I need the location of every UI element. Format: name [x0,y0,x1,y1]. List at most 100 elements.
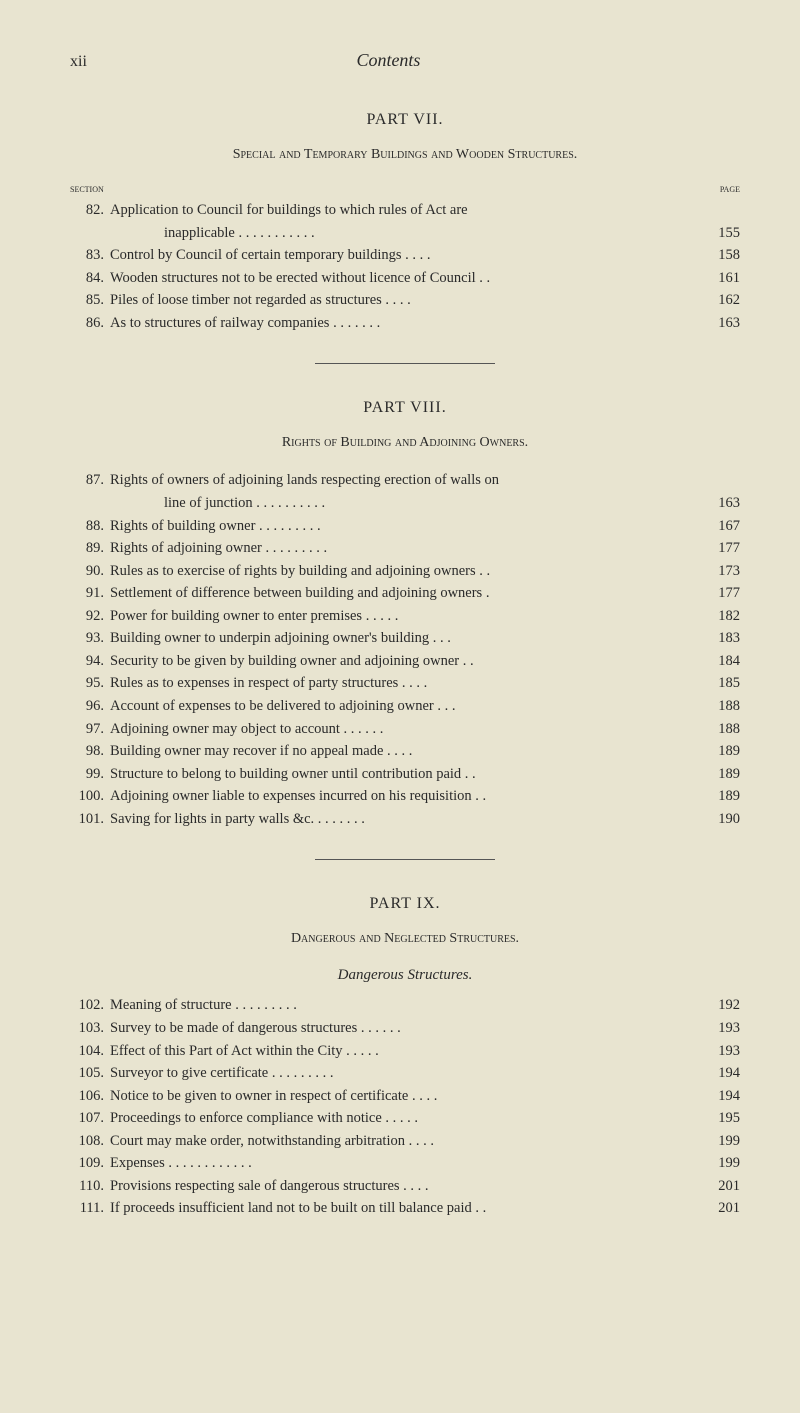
entry-text: Building owner may recover if no appeal … [104,742,702,762]
entry-page: 192 [702,996,740,1016]
entry-text: If proceeds insufficient land not to be … [104,1199,702,1219]
entry-number: 82. [70,201,104,221]
entry-text: Rights of building owner . . . . . . . .… [104,517,702,537]
entry-page: 161 [702,269,740,289]
entry-number: 90. [70,562,104,582]
section-divider [315,859,495,860]
entry-number: 108. [70,1132,104,1152]
entry-number: 104. [70,1042,104,1062]
entry-text: Application to Council for buildings to … [104,201,702,221]
running-title: Contents [87,50,740,71]
entry-number: 88. [70,517,104,537]
toc-entry: 92.Power for building owner to enter pre… [70,607,740,627]
toc-entry: 99.Structure to belong to building owner… [70,765,740,785]
toc-entry: 88.Rights of building owner . . . . . . … [70,517,740,537]
part-subtitle: Special and Temporary Buildings and Wood… [70,147,740,163]
entry-text: As to structures of railway companies . … [104,314,702,334]
column-labels: sectionpage [70,183,740,195]
entry-text: Account of expenses to be delivered to a… [104,697,702,717]
entry-page: 194 [702,1087,740,1107]
toc-entry: 110.Provisions respecting sale of danger… [70,1177,740,1197]
entry-text: Control by Council of certain temporary … [104,246,702,266]
toc-entry: 98.Building owner may recover if no appe… [70,742,740,762]
page-header: xii Contents [70,50,740,71]
entry-text: Security to be given by building owner a… [104,652,702,672]
part-subtitle: Rights of Building and Adjoining Owners. [70,435,740,451]
entry-text: Effect of this Part of Act within the Ci… [104,1042,702,1062]
entry-continuation-text: inapplicable . . . . . . . . . . . [104,224,702,244]
entry-number: 83. [70,246,104,266]
entry-text: Expenses . . . . . . . . . . . . [104,1154,702,1174]
toc-entry: 106.Notice to be given to owner in respe… [70,1087,740,1107]
entry-text: Wooden structures not to be erected with… [104,269,702,289]
entry-number: 99. [70,765,104,785]
entry-text: Surveyor to give certificate . . . . . .… [104,1064,702,1084]
entry-number: 103. [70,1019,104,1039]
entry-continuation-text: line of junction . . . . . . . . . . [104,494,702,514]
entry-page: 189 [702,787,740,807]
parts-container: PART VII. Special and Temporary Buildings… [70,111,740,1219]
toc-entry-continuation: inapplicable . . . . . . . . . . .155 [70,224,740,244]
entry-page: 163 [702,494,740,514]
toc-entry: 86.As to structures of railway companies… [70,314,740,334]
entry-number: 109. [70,1154,104,1174]
entry-number: 95. [70,674,104,694]
entry-number: 96. [70,697,104,717]
toc-entry: 82.Application to Council for buildings … [70,201,740,221]
part-heading: PART VII. [70,111,740,129]
entry-text: Notice to be given to owner in respect o… [104,1087,702,1107]
entry-page: 194 [702,1064,740,1084]
entry-number: 94. [70,652,104,672]
page-number: xii [70,53,87,71]
entry-number: 92. [70,607,104,627]
toc-entry: 91.Settlement of difference between buil… [70,584,740,604]
toc-entry: 103.Survey to be made of dangerous struc… [70,1019,740,1039]
entry-page: 193 [702,1042,740,1062]
entry-number: 85. [70,291,104,311]
toc-entry: 101.Saving for lights in party walls &c.… [70,810,740,830]
part-heading: PART IX. [70,895,740,913]
entry-text: Building owner to underpin adjoining own… [104,629,702,649]
entry-text: Meaning of structure . . . . . . . . . [104,996,702,1016]
entry-number: 106. [70,1087,104,1107]
entry-page: 163 [702,314,740,334]
entry-page: 199 [702,1132,740,1152]
toc-entry: 95.Rules as to expenses in respect of pa… [70,674,740,694]
entry-page: 185 [702,674,740,694]
toc-entry: 85.Piles of loose timber not regarded as… [70,291,740,311]
entry-number: 98. [70,742,104,762]
entry-number: 105. [70,1064,104,1084]
entry-number: 89. [70,539,104,559]
entry-text: Adjoining owner may object to account . … [104,720,702,740]
entry-text: Piles of loose timber not regarded as st… [104,291,702,311]
entry-number: 87. [70,471,104,491]
entry-page: 183 [702,629,740,649]
entry-number: 110. [70,1177,104,1197]
entry-page: 167 [702,517,740,537]
entry-text: Power for building owner to enter premis… [104,607,702,627]
entry-number: 86. [70,314,104,334]
entry-text: Saving for lights in party walls &c. . .… [104,810,702,830]
entry-page: 189 [702,742,740,762]
entry-page: 199 [702,1154,740,1174]
entry-number: 111. [70,1199,104,1219]
entry-page: 182 [702,607,740,627]
toc-entry: 87.Rights of owners of adjoining lands r… [70,471,740,491]
entry-text: Provisions respecting sale of dangerous … [104,1177,702,1197]
entry-page: 201 [702,1199,740,1219]
entry-text: Settlement of difference between buildin… [104,584,702,604]
toc-entry: 97.Adjoining owner may object to account… [70,720,740,740]
entry-page: 162 [702,291,740,311]
entry-page: 189 [702,765,740,785]
toc-entry: 93.Building owner to underpin adjoining … [70,629,740,649]
entry-page: 195 [702,1109,740,1129]
entry-page: 188 [702,697,740,717]
entry-page: 155 [702,224,740,244]
toc-entry: 83.Control by Council of certain tempora… [70,246,740,266]
entry-number: 84. [70,269,104,289]
toc-entry: 108.Court may make order, notwithstandin… [70,1132,740,1152]
toc-entry: 94.Security to be given by building owne… [70,652,740,672]
page-container: xii Contents PART VII. Special and Tempor… [0,0,800,1413]
part-heading: PART VIII. [70,399,740,417]
toc-entry: 111.If proceeds insufficient land not to… [70,1199,740,1219]
